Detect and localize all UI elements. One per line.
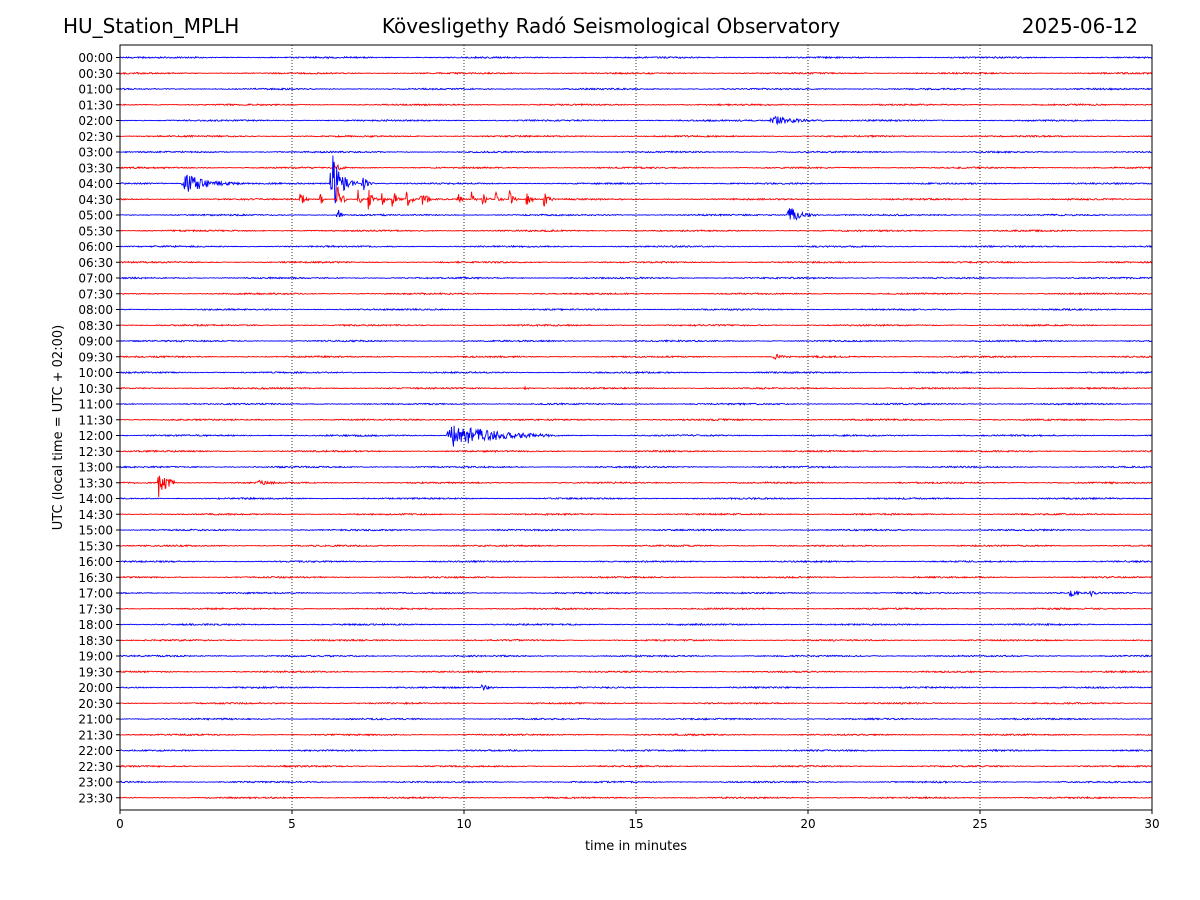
x-tick-label: 0 xyxy=(116,817,124,831)
trace-line xyxy=(119,162,1153,171)
y-tick-label: 17:00 xyxy=(78,587,113,601)
y-tick-label: 07:00 xyxy=(78,272,113,286)
trace-line xyxy=(119,71,1153,75)
y-tick-label: 21:00 xyxy=(78,713,113,727)
trace-line xyxy=(119,228,1153,233)
trace-line xyxy=(119,186,1153,210)
y-tick-label: 14:30 xyxy=(78,508,113,522)
y-tick-label: 13:00 xyxy=(78,461,113,475)
y-tick-label: 13:30 xyxy=(78,476,113,490)
y-tick-label: 10:30 xyxy=(78,382,113,396)
y-tick-label: 18:00 xyxy=(78,618,113,632)
x-tick-label: 5 xyxy=(288,817,296,831)
trace-line xyxy=(119,417,1153,422)
trace-line xyxy=(119,150,1153,154)
trace-line xyxy=(119,208,1153,221)
y-tick-label: 12:30 xyxy=(78,445,113,459)
trace-line xyxy=(119,339,1153,343)
y-tick-label: 18:30 xyxy=(78,634,113,648)
y-tick-label: 21:30 xyxy=(78,728,113,742)
y-tick-label: 04:30 xyxy=(78,193,113,207)
x-tick-label: 30 xyxy=(1144,817,1159,831)
x-tick-label: 15 xyxy=(628,817,643,831)
y-tick-label: 11:00 xyxy=(78,398,113,412)
trace-line xyxy=(119,638,1153,643)
chart-date: 2025-06-12 xyxy=(1021,14,1138,38)
y-tick-label: 16:30 xyxy=(78,571,113,585)
y-tick-label: 06:30 xyxy=(78,256,113,270)
y-tick-label: 22:30 xyxy=(78,760,113,774)
y-tick-label: 15:30 xyxy=(78,539,113,553)
trace-line xyxy=(119,654,1153,658)
y-tick-label: 19:30 xyxy=(78,665,113,679)
y-tick-label: 03:00 xyxy=(78,146,113,160)
y-tick-label: 10:00 xyxy=(78,366,113,380)
observatory-title: Kövesligethy Radó Seismological Observat… xyxy=(381,14,841,38)
trace-line xyxy=(119,575,1153,579)
y-tick-label: 15:00 xyxy=(78,524,113,538)
x-axis-label: time in minutes xyxy=(585,839,687,854)
trace-line xyxy=(119,87,1153,91)
y-tick-label: 07:30 xyxy=(78,287,113,301)
trace-line xyxy=(119,323,1153,328)
trace-line xyxy=(119,528,1153,532)
y-tick-label: 08:00 xyxy=(78,303,113,317)
y-tick-label: 09:30 xyxy=(78,350,113,364)
y-tick-label: 05:00 xyxy=(78,209,113,223)
y-tick-label: 17:30 xyxy=(78,602,113,616)
y-tick-label: 16:00 xyxy=(78,555,113,569)
x-tick-label: 20 xyxy=(800,817,815,831)
y-axis-label: UTC (local time = UTC + 02:00) xyxy=(51,325,66,530)
y-tick-label: 12:00 xyxy=(78,429,113,443)
y-tick-label: 02:00 xyxy=(78,114,113,128)
trace-line xyxy=(119,425,1153,447)
vertical-gridlines xyxy=(291,45,981,810)
trace-line xyxy=(119,780,1153,784)
trace-line xyxy=(119,402,1153,406)
x-tick-label: 10 xyxy=(456,817,471,831)
y-tick-label: 02:30 xyxy=(78,130,113,144)
y-tick-label: 14:00 xyxy=(78,492,113,506)
trace-line xyxy=(119,701,1153,705)
y-tick-label: 04:00 xyxy=(78,177,113,191)
y-tick-label: 09:00 xyxy=(78,335,113,349)
y-tick-label: 11:30 xyxy=(78,413,113,427)
trace-line xyxy=(119,465,1153,469)
y-tick-label: 20:30 xyxy=(78,697,113,711)
trace-line xyxy=(119,385,1153,391)
trace-line xyxy=(119,543,1153,548)
y-tick-label: 23:00 xyxy=(78,776,113,790)
trace-line xyxy=(119,607,1153,611)
y-tick-label: 19:00 xyxy=(78,650,113,664)
trace-line xyxy=(119,353,1153,361)
y-tick-label: 20:00 xyxy=(78,681,113,695)
trace-line xyxy=(119,733,1153,737)
trace-line xyxy=(119,717,1153,721)
y-tick-label: 01:00 xyxy=(78,83,113,97)
x-axis-ticks: 0 5 10 15 20 25 30 xyxy=(116,810,1160,831)
trace-line xyxy=(119,512,1153,517)
y-tick-label: 00:30 xyxy=(78,67,113,81)
y-tick-label: 05:30 xyxy=(78,224,113,238)
y-tick-label: 06:00 xyxy=(78,240,113,254)
y-tick-label: 00:00 xyxy=(78,51,113,65)
trace-line xyxy=(119,590,1153,598)
trace-line xyxy=(119,795,1153,800)
x-tick-label: 25 xyxy=(972,817,987,831)
trace-line xyxy=(119,103,1153,107)
trace-line xyxy=(119,276,1153,280)
station-name: HU_Station_MPLH xyxy=(63,14,240,38)
y-tick-label: 03:30 xyxy=(78,161,113,175)
y-tick-label: 23:30 xyxy=(78,791,113,805)
y-tick-label: 08:30 xyxy=(78,319,113,333)
y-tick-label: 01:30 xyxy=(78,98,113,112)
trace-line xyxy=(119,134,1153,139)
y-tick-label: 22:00 xyxy=(78,744,113,758)
